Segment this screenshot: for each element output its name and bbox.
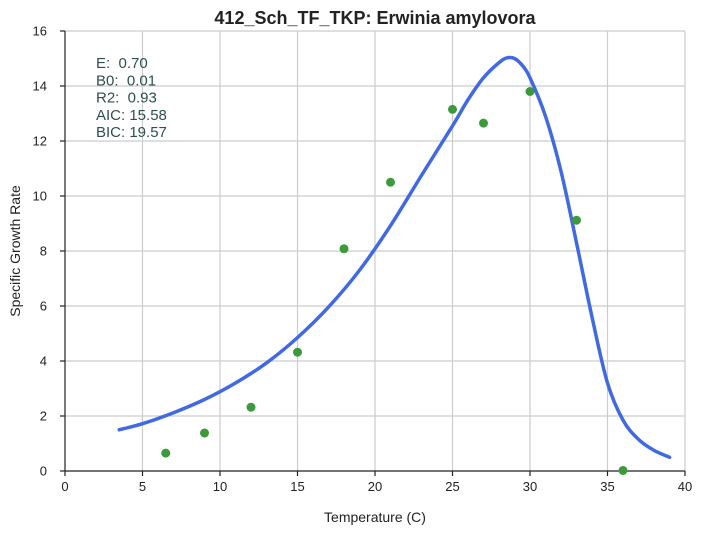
annotation-line: BIC: 19.57 bbox=[96, 124, 167, 141]
x-tick-label: 5 bbox=[139, 479, 146, 494]
y-tick-label: 12 bbox=[33, 134, 47, 149]
data-point bbox=[246, 402, 256, 412]
data-point bbox=[618, 465, 628, 475]
x-tick-label: 20 bbox=[368, 479, 382, 494]
y-tick-label: 8 bbox=[40, 244, 47, 259]
y-tick-label: 16 bbox=[33, 24, 47, 39]
fit-curve-line bbox=[117, 55, 672, 459]
x-axis-label: Temperature (C) bbox=[324, 509, 426, 525]
y-tick-label: 4 bbox=[40, 354, 47, 369]
x-tick-label: 25 bbox=[445, 479, 459, 494]
chart-title: 412_Sch_TF_TKP: Erwinia amylovora bbox=[214, 8, 536, 28]
x-tick-label: 40 bbox=[678, 479, 692, 494]
data-point bbox=[200, 428, 209, 438]
x-tick-label: 30 bbox=[523, 479, 537, 494]
x-tick-label: 0 bbox=[61, 479, 68, 494]
x-tick-label: 15 bbox=[290, 479, 304, 494]
data-point bbox=[572, 215, 581, 225]
y-tick-label: 2 bbox=[40, 409, 47, 424]
y-tick-label: 14 bbox=[33, 79, 47, 94]
data-point bbox=[293, 347, 302, 357]
data-point bbox=[161, 448, 171, 458]
y-tick-label: 6 bbox=[40, 299, 47, 314]
annotation-line: R2: 0.93 bbox=[96, 90, 157, 107]
data-point bbox=[448, 104, 457, 114]
x-tick-label: 10 bbox=[213, 479, 227, 494]
data-point bbox=[479, 118, 488, 128]
data-point bbox=[386, 177, 395, 187]
data-point bbox=[525, 87, 535, 96]
annotation-line: E: 0.70 bbox=[96, 55, 148, 72]
annotation-line: AIC: 15.58 bbox=[96, 107, 167, 124]
y-tick-label: 10 bbox=[33, 189, 47, 204]
x-tick-label: 35 bbox=[600, 479, 614, 494]
points-layer bbox=[161, 87, 628, 475]
axis-layer: 0 5 10 15 20 25 30 35 40 0 2 4 6 8 10 12 14 16 bbox=[33, 24, 693, 495]
y-axis-label: Specific Growth Rate bbox=[7, 185, 23, 317]
curve-layer bbox=[117, 55, 672, 459]
y-tick-label: 0 bbox=[40, 464, 47, 479]
data-point bbox=[339, 244, 349, 254]
annotation-line: B0: 0.01 bbox=[96, 72, 156, 89]
